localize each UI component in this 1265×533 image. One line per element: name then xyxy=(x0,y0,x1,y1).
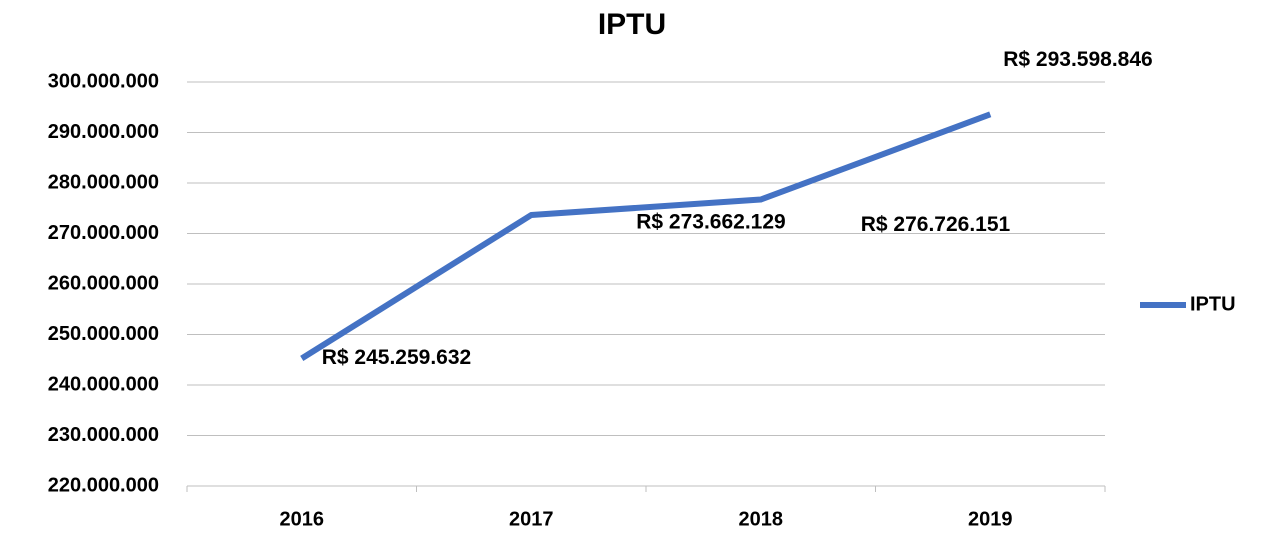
y-tick-label: 260.000.000 xyxy=(48,272,159,294)
y-tick-label: 220.000.000 xyxy=(48,474,159,496)
x-tick-label: 2018 xyxy=(739,508,784,530)
y-tick-label: 290.000.000 xyxy=(48,121,159,143)
data-label: R$ 293.598.846 xyxy=(1003,48,1152,71)
data-label: R$ 276.726.151 xyxy=(861,213,1011,236)
y-tick-label: 230.000.000 xyxy=(48,424,159,446)
x-tick-label: 2019 xyxy=(968,508,1013,530)
y-tick-label: 240.000.000 xyxy=(48,373,159,395)
x-tick-label: 2017 xyxy=(509,508,554,530)
y-tick-label: 250.000.000 xyxy=(48,323,159,345)
y-tick-label: 300.000.000 xyxy=(48,70,159,92)
y-tick-label: 280.000.000 xyxy=(48,171,159,193)
y-tick-label: 270.000.000 xyxy=(48,222,159,244)
chart-title: IPTU xyxy=(598,8,666,41)
line xyxy=(300,111,992,361)
legend-label: IPTU xyxy=(1190,293,1236,315)
data-label: R$ 245.259.632 xyxy=(322,346,471,369)
data-label: R$ 273.662.129 xyxy=(636,211,785,234)
x-tick-label: 2016 xyxy=(280,508,325,530)
